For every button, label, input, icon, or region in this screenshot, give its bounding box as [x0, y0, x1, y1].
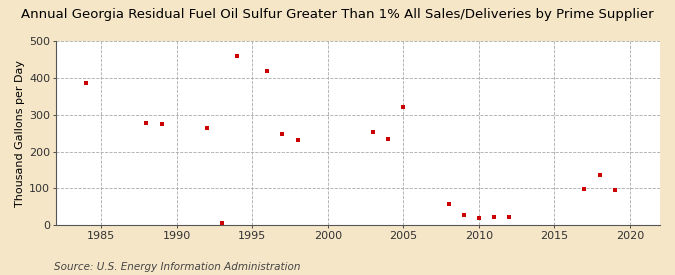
Point [232, 54, 242, 58]
Point [156, 122, 167, 126]
Point [594, 173, 605, 178]
Point [80, 81, 91, 86]
Text: Source: U.S. Energy Information Administration: Source: U.S. Energy Information Administ… [54, 262, 300, 272]
Point [383, 136, 394, 141]
Point [443, 202, 454, 207]
Point [292, 138, 303, 143]
Point [398, 104, 408, 109]
Point [277, 132, 288, 136]
Point [489, 214, 500, 219]
Point [579, 187, 590, 192]
Point [217, 221, 227, 226]
Point [458, 213, 469, 217]
Point [262, 69, 273, 73]
Point [610, 188, 620, 192]
Y-axis label: Thousand Gallons per Day: Thousand Gallons per Day [15, 60, 25, 207]
Text: Annual Georgia Residual Fuel Oil Sulfur Greater Than 1% All Sales/Deliveries by : Annual Georgia Residual Fuel Oil Sulfur … [21, 8, 654, 21]
Point [201, 125, 212, 130]
Point [473, 216, 484, 220]
Point [504, 214, 514, 219]
Point [141, 121, 152, 125]
Point [368, 130, 379, 134]
